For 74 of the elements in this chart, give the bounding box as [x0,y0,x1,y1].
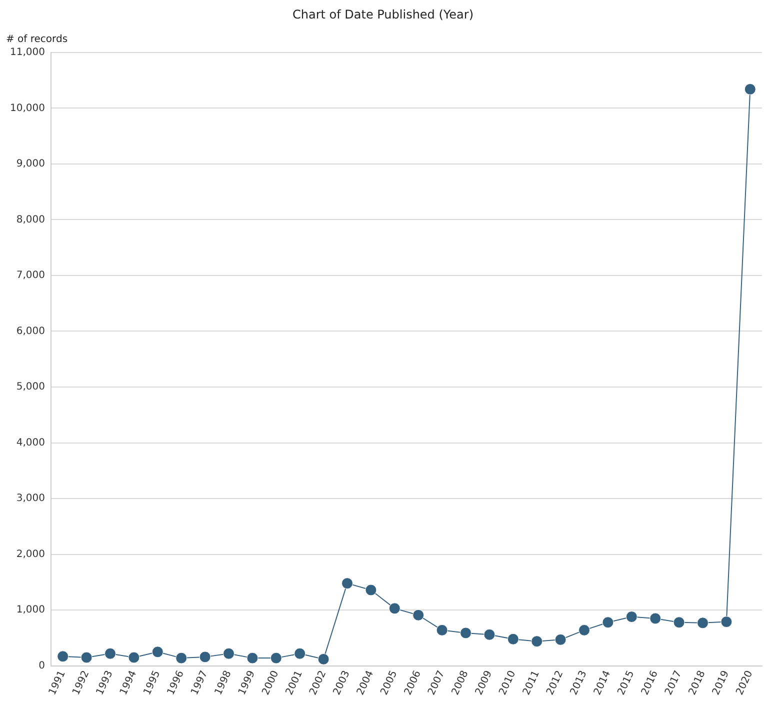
point [720,616,732,628]
y-tick-label: 7,000 [16,270,45,282]
point [341,578,353,590]
x-tick-label: 2013 [568,669,590,697]
x-tick-label: 2016 [640,669,660,697]
point [744,83,756,95]
point [626,611,638,623]
x-tick-label: 2008 [450,669,471,697]
point [554,634,566,646]
x-tick-label: 2011 [521,669,542,697]
x-tick-label: 1994 [118,669,140,697]
x-tick-label: 1997 [189,669,210,697]
x-tick-label: 2018 [687,669,708,697]
point [484,628,496,640]
y-tick-label: 3,000 [16,493,45,504]
point [436,624,448,636]
x-tick-label: 1993 [94,669,116,697]
point [222,648,234,660]
point [318,653,330,665]
point [365,584,377,596]
point [80,652,92,664]
y-tick-label: 6,000 [16,326,45,337]
y-axis-title: # of records [6,34,68,45]
x-tick-label: 2001 [284,669,305,697]
point [128,652,140,664]
x-tick-label: 2002 [308,669,329,697]
point [650,612,662,624]
y-tick-label: 11,000 [10,46,45,58]
point [388,602,400,614]
y-tick-label: 2,000 [16,548,45,560]
x-tick-label: 2015 [616,669,637,697]
point [270,652,282,664]
point [507,633,519,645]
x-tick-label: 2019 [710,669,732,697]
y-tick-label: 5,000 [16,382,45,393]
x-tick-label: 2005 [378,669,400,697]
x-tick-label: 2003 [332,669,352,697]
x-tick-label: 2007 [426,669,448,697]
point [294,648,306,660]
chart-title: Chart of Date Published (Year) [292,7,474,22]
point [152,646,164,658]
x-tick-label: 2020 [734,669,756,697]
point [578,624,590,636]
point [246,652,258,664]
x-tick-label: 1999 [236,669,258,697]
x-tick-label: 2009 [474,669,495,697]
point [697,617,708,629]
point [460,627,472,639]
x-tick-label: 2017 [663,669,684,697]
x-tick-label: 1996 [166,669,186,697]
x-tick-label: 2006 [402,669,424,697]
point [176,652,188,664]
point [412,609,424,621]
point [57,650,69,662]
x-tick-label: 2014 [592,669,614,697]
point [199,651,211,663]
x-tick-label: 2000 [260,669,282,697]
y-tick-label: 10,000 [10,102,45,114]
point [104,648,116,660]
point [673,616,685,628]
y-tick-label: 8,000 [16,214,45,226]
x-tick-label: 2004 [355,669,376,697]
point [531,636,543,648]
y-tick-label: 0 [38,660,45,672]
y-tick-label: 9,000 [16,158,45,170]
x-tick-label: 1992 [70,669,92,697]
x-tick-label: 2010 [497,669,518,697]
point [602,616,614,628]
x-tick-label: 2012 [544,669,566,697]
x-tick-label: 1998 [213,669,234,697]
y-tick-label: 4,000 [16,437,45,448]
y-tick-label: 1,000 [16,604,45,616]
x-tick-label: 1991 [47,669,68,697]
x-tick-label: 1995 [142,669,163,697]
